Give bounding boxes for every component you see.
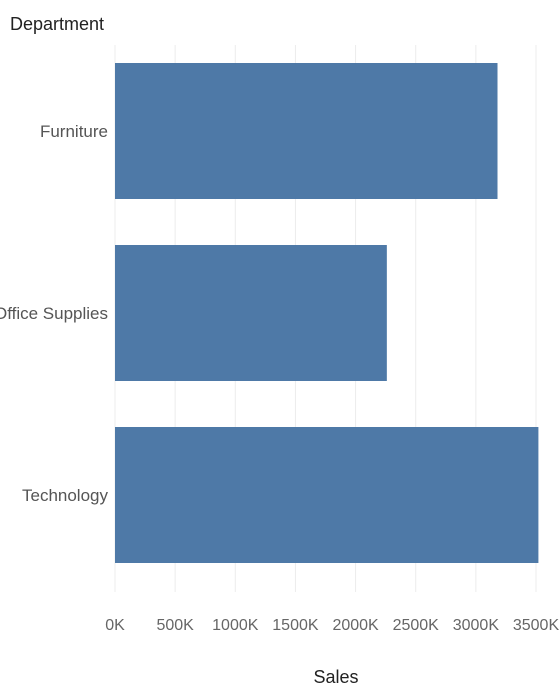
category-labels: Furniture Office Supplies Technology — [0, 122, 108, 505]
x-tick-label: 1500K — [272, 617, 319, 634]
category-label: Office Supplies — [0, 304, 108, 323]
bar-technology[interactable] — [115, 427, 539, 563]
x-tick-label: 3500K — [513, 617, 560, 634]
category-label: Furniture — [40, 122, 108, 141]
bar-furniture[interactable] — [115, 63, 498, 199]
x-axis-title: Sales — [313, 667, 358, 687]
x-tick-label: 0K — [105, 617, 125, 634]
bar-office-supplies[interactable] — [115, 245, 387, 381]
x-tick-labels: 0K 500K 1000K 1500K 2000K 2500K 3000K 3500K — [105, 617, 559, 634]
x-tick-label: 2500K — [393, 617, 440, 634]
x-tick-label: 2000K — [332, 617, 379, 634]
x-tick-label: 1000K — [212, 617, 259, 634]
bars — [115, 63, 539, 563]
category-label: Technology — [22, 486, 109, 505]
department-header: Department — [10, 14, 104, 34]
x-tick-label: 3000K — [453, 617, 500, 634]
x-tick-label: 500K — [156, 617, 194, 634]
